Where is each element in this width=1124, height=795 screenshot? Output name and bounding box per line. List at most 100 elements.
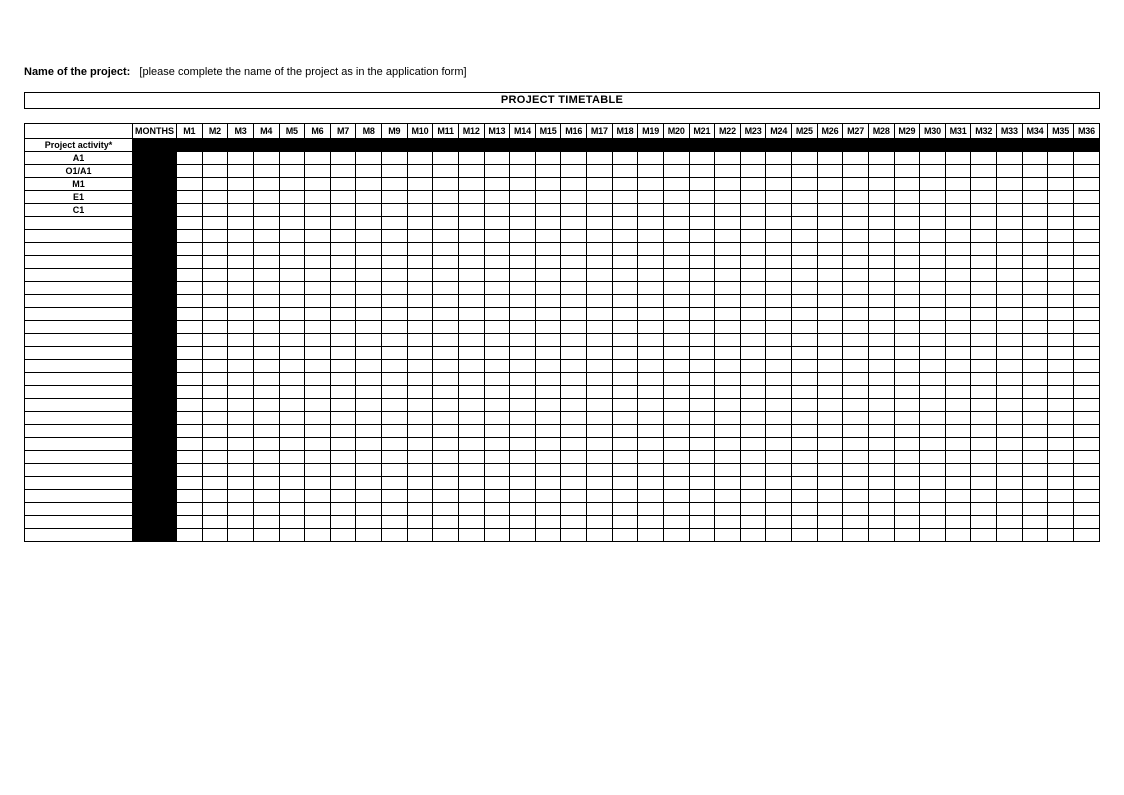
grid-cell bbox=[715, 282, 741, 295]
grid-cell bbox=[458, 464, 484, 477]
month-header-5: M5 bbox=[279, 124, 305, 139]
grid-cell bbox=[817, 308, 843, 321]
grid-cell bbox=[407, 321, 433, 334]
grid-cell bbox=[587, 373, 613, 386]
grid-cell bbox=[817, 399, 843, 412]
grid-cell bbox=[638, 308, 664, 321]
grid-cell bbox=[253, 347, 279, 360]
grid-cell bbox=[330, 490, 356, 503]
grid-cell bbox=[868, 139, 894, 152]
empty-row bbox=[25, 321, 1100, 334]
grid-cell bbox=[689, 490, 715, 503]
month-header-33: M33 bbox=[997, 124, 1023, 139]
grid-cell bbox=[484, 178, 510, 191]
grid-cell bbox=[253, 321, 279, 334]
grid-cell bbox=[894, 360, 920, 373]
grid-cell bbox=[1048, 386, 1074, 399]
grid-cell bbox=[766, 412, 792, 425]
grid-cell bbox=[330, 516, 356, 529]
grid-cell bbox=[638, 165, 664, 178]
grid-cell bbox=[356, 438, 382, 451]
grid-cell bbox=[638, 529, 664, 542]
grid-cell bbox=[1022, 243, 1048, 256]
month-header-14: M14 bbox=[510, 124, 536, 139]
grid-cell bbox=[535, 139, 561, 152]
grid-cell bbox=[689, 321, 715, 334]
grid-cell bbox=[356, 308, 382, 321]
month-header-3: M3 bbox=[228, 124, 254, 139]
grid-cell bbox=[433, 295, 459, 308]
grid-cell bbox=[1022, 334, 1048, 347]
grid-cell bbox=[382, 139, 408, 152]
empty-row bbox=[25, 516, 1100, 529]
grid-cell bbox=[202, 438, 228, 451]
grid-cell bbox=[1048, 204, 1074, 217]
grid-cell bbox=[356, 321, 382, 334]
grid-cell bbox=[458, 516, 484, 529]
empty-row bbox=[25, 230, 1100, 243]
grid-cell bbox=[587, 165, 613, 178]
grid-cell bbox=[663, 477, 689, 490]
grid-cell bbox=[868, 438, 894, 451]
grid-cell bbox=[740, 464, 766, 477]
grid-cell bbox=[228, 516, 254, 529]
activity-label-empty bbox=[25, 516, 133, 529]
grid-cell bbox=[228, 373, 254, 386]
grid-cell bbox=[279, 451, 305, 464]
grid-cell bbox=[202, 477, 228, 490]
grid-cell bbox=[843, 243, 869, 256]
grid-cell bbox=[587, 204, 613, 217]
grid-cell bbox=[279, 347, 305, 360]
grid-cell bbox=[843, 464, 869, 477]
grid-cell bbox=[561, 451, 587, 464]
grid-cell bbox=[382, 243, 408, 256]
grid-cell bbox=[689, 308, 715, 321]
grid-cell bbox=[1073, 438, 1099, 451]
grid-cell bbox=[971, 490, 997, 503]
grid-cell bbox=[715, 386, 741, 399]
grid-cell bbox=[356, 347, 382, 360]
grid-cell bbox=[792, 529, 818, 542]
grid-cell bbox=[1073, 477, 1099, 490]
grid-cell bbox=[177, 464, 203, 477]
grid-cell bbox=[868, 425, 894, 438]
grid-cell bbox=[612, 243, 638, 256]
grid-cell bbox=[1048, 399, 1074, 412]
empty-row bbox=[25, 282, 1100, 295]
grid-cell bbox=[561, 477, 587, 490]
grid-cell bbox=[971, 139, 997, 152]
grid-cell bbox=[971, 412, 997, 425]
grid-cell bbox=[484, 360, 510, 373]
grid-cell bbox=[612, 256, 638, 269]
grid-cell bbox=[715, 269, 741, 282]
grid-cell bbox=[279, 464, 305, 477]
grid-cell bbox=[1073, 243, 1099, 256]
grid-cell bbox=[279, 425, 305, 438]
months-band-cell bbox=[133, 295, 177, 308]
grid-cell bbox=[945, 282, 971, 295]
month-header-31: M31 bbox=[945, 124, 971, 139]
grid-cell bbox=[740, 217, 766, 230]
grid-cell bbox=[945, 178, 971, 191]
grid-cell bbox=[228, 412, 254, 425]
grid-cell bbox=[587, 139, 613, 152]
grid-cell bbox=[971, 256, 997, 269]
activity-label-empty bbox=[25, 217, 133, 230]
grid-cell bbox=[715, 438, 741, 451]
grid-cell bbox=[382, 412, 408, 425]
month-header-23: M23 bbox=[740, 124, 766, 139]
grid-cell bbox=[305, 178, 331, 191]
grid-cell bbox=[920, 295, 946, 308]
grid-cell bbox=[228, 360, 254, 373]
grid-cell bbox=[228, 230, 254, 243]
grid-cell bbox=[792, 152, 818, 165]
grid-cell bbox=[253, 464, 279, 477]
grid-cell bbox=[177, 269, 203, 282]
grid-cell bbox=[1022, 204, 1048, 217]
grid-cell bbox=[458, 282, 484, 295]
empty-row bbox=[25, 399, 1100, 412]
grid-cell bbox=[510, 230, 536, 243]
grid-cell bbox=[587, 386, 613, 399]
months-band-cell bbox=[133, 165, 177, 178]
grid-cell bbox=[663, 139, 689, 152]
